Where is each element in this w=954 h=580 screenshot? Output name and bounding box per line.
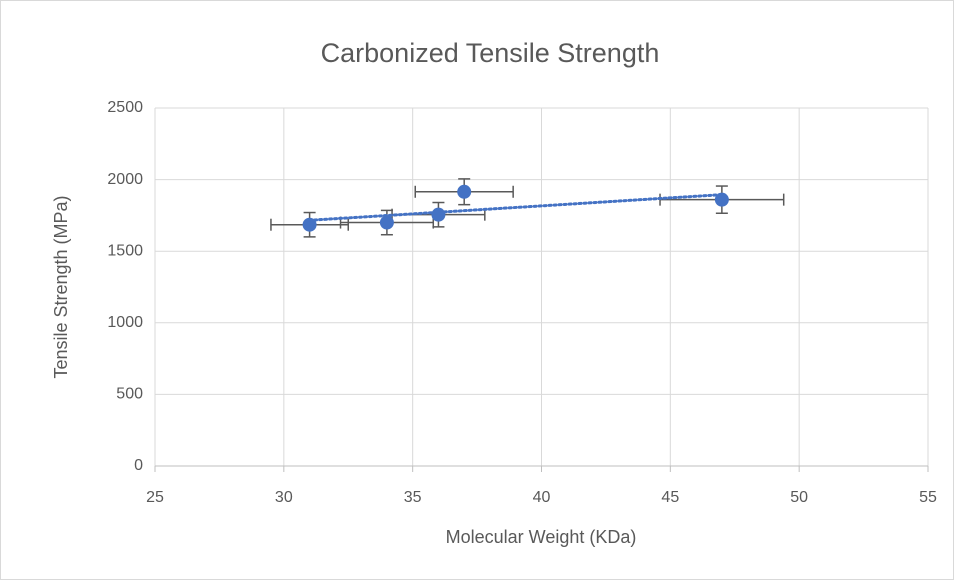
y-tick-label: 500: [116, 386, 143, 403]
x-tick-label: 45: [661, 489, 679, 506]
x-tick-label: 35: [404, 489, 422, 506]
data-point: [431, 207, 446, 222]
y-tick-label: 0: [134, 457, 143, 474]
y-axis-label: Tensile Strength (MPa): [51, 195, 71, 378]
y-tick-label: 1000: [107, 314, 143, 331]
data-point: [457, 184, 472, 199]
x-axis-label: Molecular Weight (KDa): [446, 527, 637, 547]
x-tick-label: 55: [919, 489, 937, 506]
y-tick-label: 2000: [107, 171, 143, 188]
data-point: [714, 192, 729, 207]
x-tick-label: 50: [790, 489, 808, 506]
x-tick-label: 25: [146, 489, 164, 506]
trendline: [308, 193, 724, 222]
data-point: [379, 215, 394, 230]
chart-title: Carbonized Tensile Strength: [321, 38, 660, 68]
y-tick-label: 1500: [107, 242, 143, 259]
x-tick-label: 40: [533, 489, 551, 506]
data-point: [302, 217, 317, 232]
x-tick-label: 30: [275, 489, 293, 506]
y-tick-label: 2500: [107, 99, 143, 116]
